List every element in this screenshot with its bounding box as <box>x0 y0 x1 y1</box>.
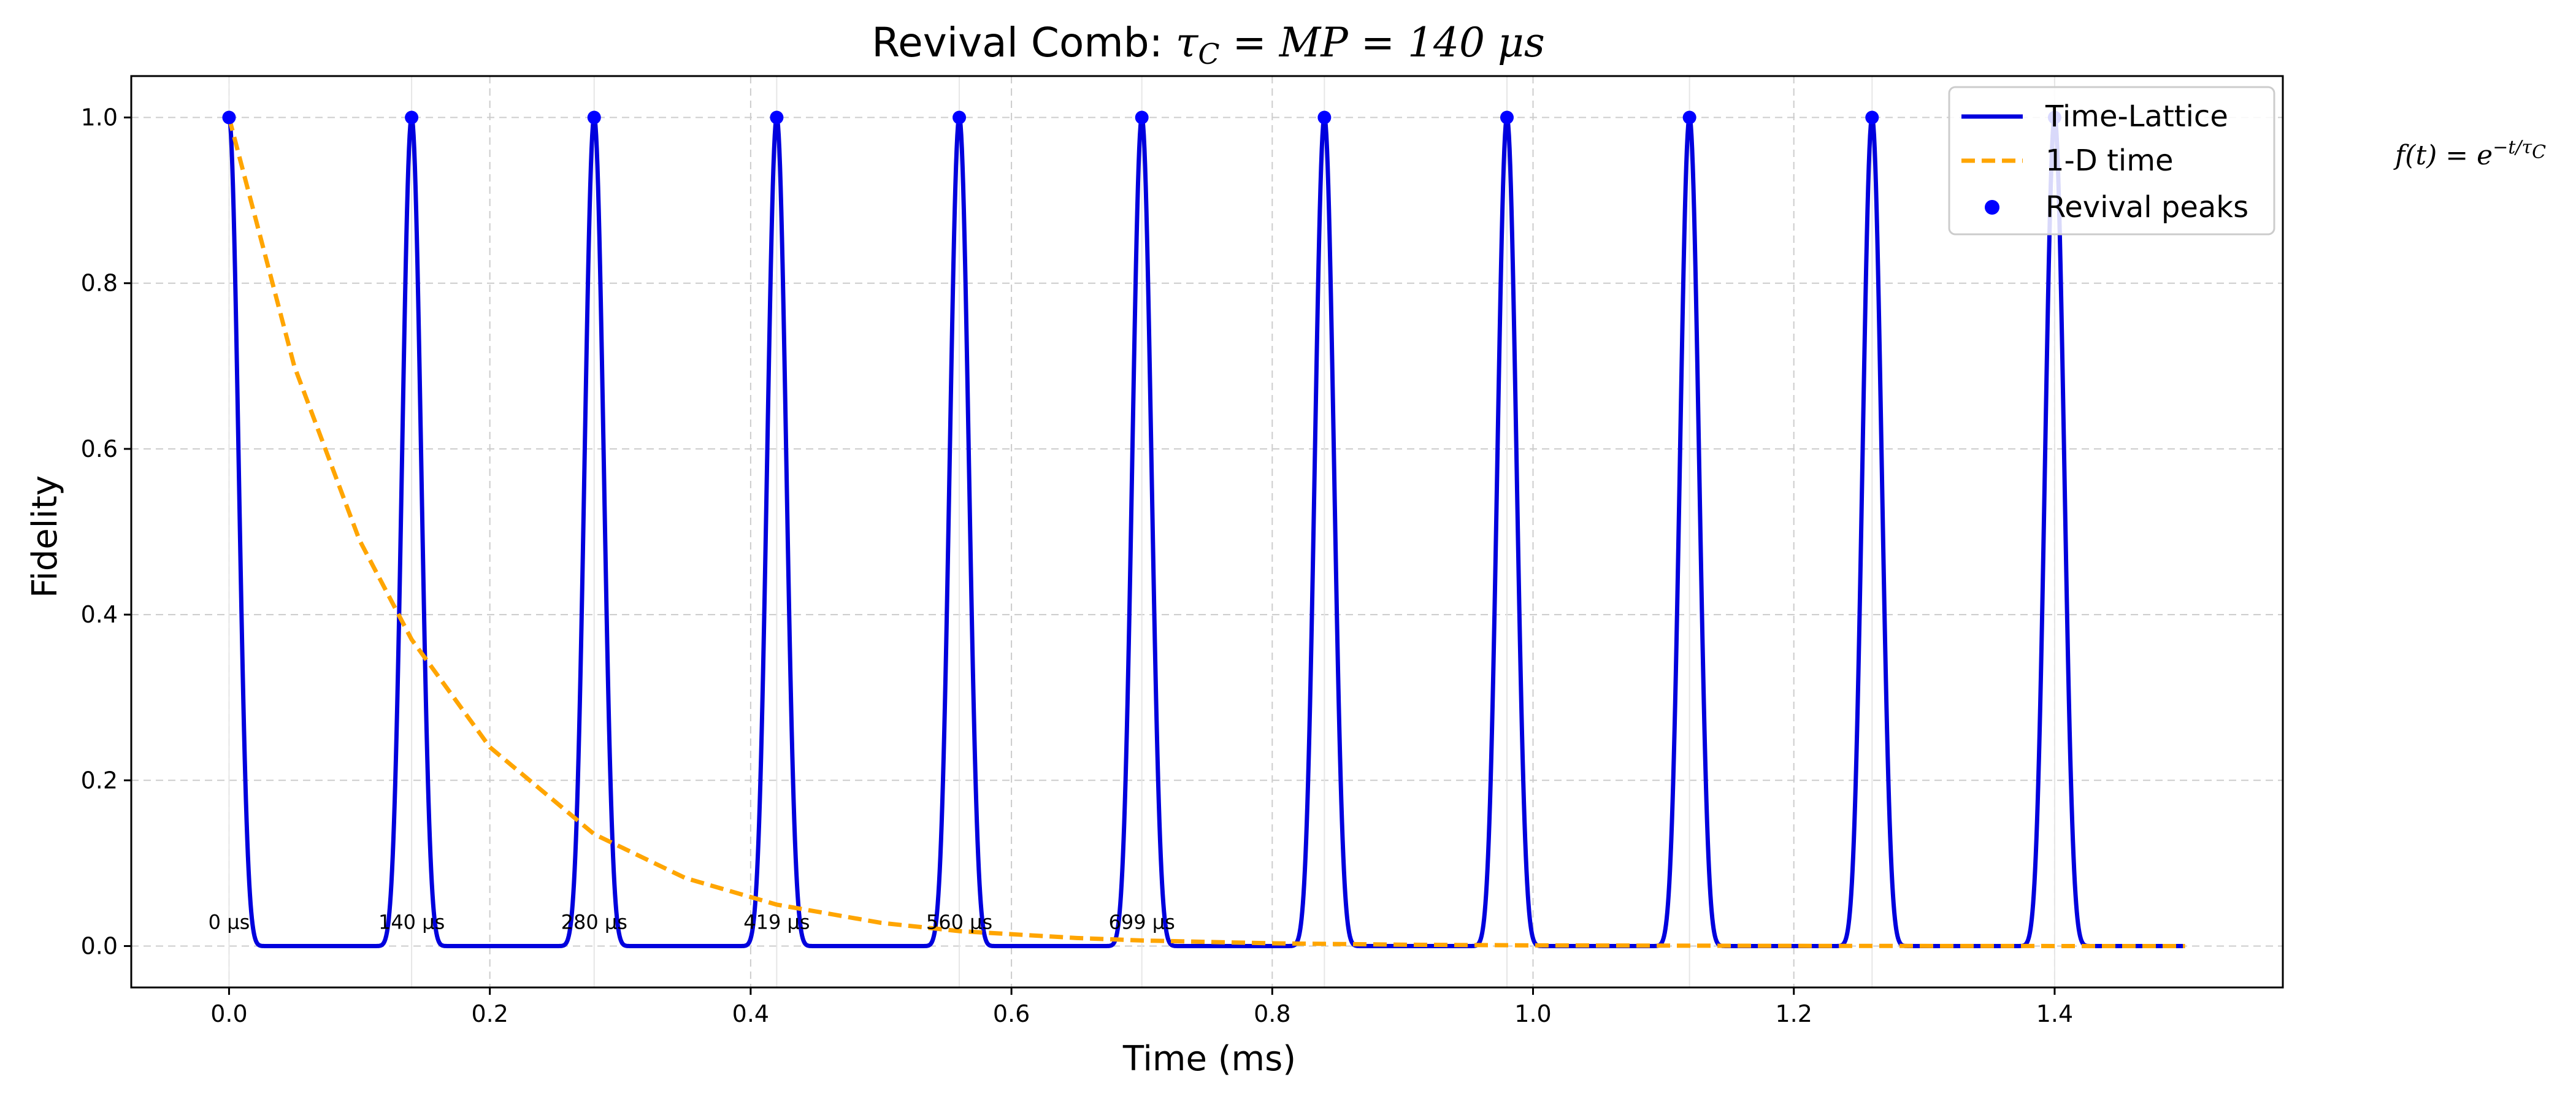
x-axis-ticks: 0.0 0.2 0.4 0.6 0.8 1.0 1.2 1.4 <box>210 987 2073 1027</box>
title-unit: μs <box>1498 19 1545 66</box>
legend-box <box>1948 86 2275 236</box>
legend-label-revival-peaks: Revival peaks <box>2045 190 2248 224</box>
y-axis-ticks: 0.0 0.2 0.4 0.6 0.8 1.0 <box>81 104 131 959</box>
revival-peak-marker-4 <box>953 110 967 125</box>
peak-label-0: 0 μs <box>209 910 250 933</box>
y-tick-label-1: 0.2 <box>81 767 118 794</box>
y-tick-label-3: 0.6 <box>81 435 118 462</box>
1d-time-series-line <box>227 117 2185 948</box>
x-tick-label-0: 0.0 <box>210 1000 247 1027</box>
revival-peak-markers <box>222 110 2061 125</box>
y-tick-label-4: 0.8 <box>81 270 118 297</box>
formula-exponent-sub: C <box>2532 142 2546 163</box>
peak-labels: 0 μs 140 μs 280 μs 419 μs 560 μs 699 μs <box>209 910 1175 933</box>
revival-peak-marker-2 <box>587 110 601 125</box>
chart-title: Revival Comb: τC = MP = 140 μs <box>872 19 1545 71</box>
revival-peak-marker-5 <box>1135 110 1149 125</box>
revival-peak-marker-9 <box>1865 110 1879 125</box>
plot-area: 0 μs 140 μs 280 μs 419 μs 560 μs 699 μs <box>209 110 2187 948</box>
decay-formula: f(t) = e−t/τC <box>2393 137 2546 171</box>
peak-label-5: 699 μs <box>1109 910 1175 933</box>
axes-frame <box>130 75 2284 989</box>
x-tick-label-7: 1.4 <box>2036 1000 2073 1027</box>
x-tick-label-1: 0.2 <box>471 1000 508 1027</box>
revival-peak-marker-6 <box>1317 110 1332 125</box>
legend-swatch-revival-peaks <box>1985 200 1999 215</box>
revival-peak-marker-7 <box>1500 110 1514 125</box>
revival-peak-marker-3 <box>770 110 784 125</box>
x-tick-label-6: 1.2 <box>1776 1000 1812 1027</box>
formula-lhs: f(t) = e <box>2393 140 2493 171</box>
title-tau-sub: C <box>1198 37 1219 71</box>
x-tick-label-3: 0.6 <box>993 1000 1030 1027</box>
peak-label-2: 280 μs <box>561 910 627 933</box>
legend: Time-Lattice 1-D time Revival peaks <box>1948 86 2275 236</box>
y-tick-label-5: 1.0 <box>81 104 118 131</box>
x-tick-label-5: 1.0 <box>1514 1000 1551 1027</box>
y-tick-label-2: 0.4 <box>81 601 118 628</box>
y-tick-label-0: 0.0 <box>81 932 118 959</box>
x-axis-title: Time (ms) <box>1122 1039 1296 1079</box>
title-tau: τ <box>1176 19 1199 66</box>
revival-peak-marker-0 <box>222 110 236 125</box>
x-tick-label-4: 0.8 <box>1254 1000 1290 1027</box>
time-lattice-series-line <box>227 115 2187 948</box>
formula-exponent: −t/τ <box>2493 137 2532 158</box>
peak-label-1: 140 μs <box>378 910 445 933</box>
title-prefix: Revival Comb: <box>872 19 1176 66</box>
x-tick-label-2: 0.4 <box>732 1000 769 1027</box>
legend-label-time-lattice: Time-Lattice <box>2045 99 2228 134</box>
y-axis-title: Fidelity <box>25 475 65 598</box>
title-equation: = MP = 140 <box>1220 19 1498 66</box>
peak-label-3: 419 μs <box>743 910 810 933</box>
peak-label-4: 560 μs <box>926 910 992 933</box>
legend-label-1d-time: 1-D time <box>2045 144 2174 178</box>
revival-peak-marker-1 <box>405 110 419 125</box>
peak-guide-lines <box>228 76 2055 987</box>
revival-peak-marker-8 <box>1682 110 1696 125</box>
